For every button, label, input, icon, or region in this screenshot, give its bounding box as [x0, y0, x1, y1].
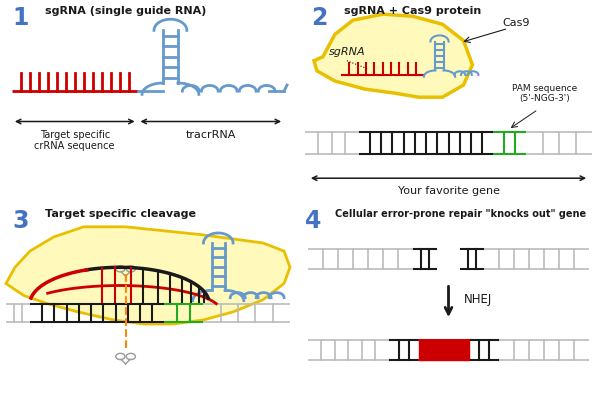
Text: 1: 1	[12, 6, 28, 30]
Text: sgRNA (single guide RNA): sgRNA (single guide RNA)	[45, 6, 206, 16]
Text: Your favorite gene: Your favorite gene	[398, 186, 499, 196]
Text: Target specific
crRNA sequence: Target specific crRNA sequence	[35, 130, 115, 151]
Text: PAM sequence
(5'-NGG-3'): PAM sequence (5'-NGG-3')	[511, 84, 577, 103]
Text: sgRNA: sgRNA	[329, 47, 365, 57]
Text: tracrRNA: tracrRNA	[185, 130, 236, 140]
Text: sgRNA + Cas9 protein: sgRNA + Cas9 protein	[344, 6, 481, 16]
Polygon shape	[314, 14, 472, 97]
Text: Cas9: Cas9	[502, 18, 530, 28]
Polygon shape	[6, 227, 290, 324]
Text: 3: 3	[12, 209, 29, 232]
Text: NHEJ: NHEJ	[463, 293, 492, 306]
Text: 2: 2	[311, 6, 327, 30]
Text: Target specific cleavage: Target specific cleavage	[45, 209, 196, 219]
Text: Cellular error-prone repair "knocks out" gene: Cellular error-prone repair "knocks out"…	[335, 209, 586, 219]
Text: 4: 4	[305, 209, 321, 232]
